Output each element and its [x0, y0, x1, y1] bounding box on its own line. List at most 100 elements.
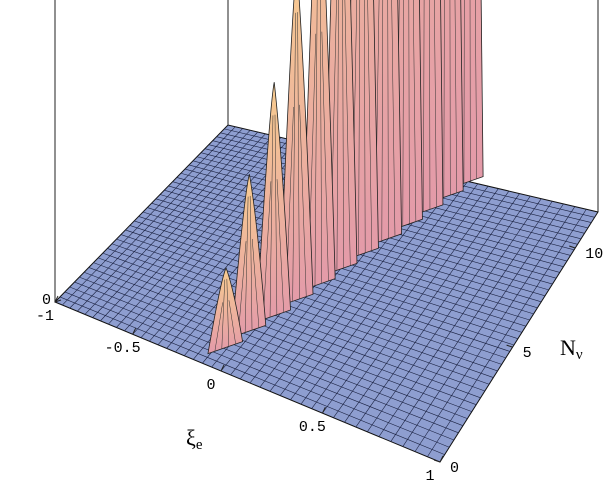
- mesh-line: [390, 201, 553, 442]
- peak-mesh: [299, 104, 307, 297]
- peak-mesh: [475, 0, 477, 179]
- x-tick-label: -1: [36, 308, 54, 325]
- peak-mesh: [269, 115, 274, 318]
- peak-mesh: [434, 0, 437, 208]
- mesh-line: [344, 190, 510, 423]
- x-tick: [321, 406, 326, 414]
- x-tick: [132, 328, 137, 335]
- peak-mesh: [391, 0, 396, 237]
- x-tick-label: 0: [207, 377, 216, 394]
- peak: [230, 174, 267, 338]
- peak-mesh: [367, 0, 373, 251]
- peak: [255, 82, 291, 323]
- mesh-line: [102, 252, 485, 392]
- mesh-line: [83, 271, 468, 419]
- x-axis-label: ξe: [186, 425, 203, 453]
- peak-mesh: [249, 195, 253, 331]
- x-tick-label: 1: [425, 468, 434, 485]
- mesh-line: [120, 234, 502, 365]
- peak-mesh: [358, 0, 361, 256]
- mesh-line: [333, 188, 499, 418]
- peak-mesh: [344, 0, 351, 266]
- peak-mesh: [387, 0, 389, 239]
- peak-mesh: [443, 0, 445, 198]
- y-tick: [506, 344, 513, 348]
- mesh-line: [92, 133, 266, 318]
- peak-mesh: [228, 300, 236, 345]
- mesh-line: [427, 209, 587, 457]
- y-tick-label: 0: [450, 460, 459, 477]
- x-tick: [439, 455, 444, 463]
- peak-mesh: [321, 31, 329, 281]
- mesh-line: [311, 183, 479, 409]
- y-axis-label: Nν: [560, 335, 583, 363]
- peaks: [207, 0, 484, 355]
- mesh-line: [69, 128, 243, 309]
- peak-mesh: [214, 302, 223, 352]
- peak-mesh: [292, 12, 296, 302]
- mesh-line: [134, 220, 515, 346]
- y-tick-label: 5: [523, 345, 532, 362]
- mesh-line: [93, 262, 477, 405]
- peak-mesh: [429, 0, 431, 210]
- mesh-line: [116, 139, 290, 328]
- peak-mesh: [336, 0, 339, 271]
- peak-mesh: [449, 0, 451, 196]
- peak: [278, 0, 314, 307]
- mesh-line: [74, 281, 459, 434]
- y-tick-label: 10: [585, 246, 603, 263]
- mesh-line: [84, 131, 259, 315]
- mesh-line: [402, 203, 564, 447]
- peak-mesh: [413, 0, 417, 222]
- peak-mesh: [408, 0, 410, 224]
- peak-mesh: [226, 278, 229, 347]
- mesh-line: [79, 276, 464, 426]
- mesh-line: [77, 130, 251, 312]
- peak-mesh: [221, 279, 226, 349]
- mesh-line: [129, 225, 510, 352]
- mesh-line: [64, 291, 450, 448]
- mesh-line: [378, 198, 542, 437]
- mesh-line: [100, 135, 274, 322]
- mesh-line: [355, 193, 520, 428]
- mesh-line: [111, 243, 494, 378]
- x-tick: [220, 364, 225, 372]
- mesh-line: [69, 286, 455, 441]
- mesh-line: [414, 206, 576, 452]
- y-tick: [569, 245, 576, 249]
- peak-mesh: [251, 238, 260, 328]
- mesh-line: [300, 181, 468, 405]
- mesh-line: [367, 195, 531, 432]
- peak-mesh: [238, 241, 247, 335]
- peak-mesh: [276, 179, 284, 313]
- mesh-line: [290, 178, 458, 401]
- mesh-line: [116, 238, 498, 372]
- peak-mesh: [364, 0, 366, 253]
- mesh-line: [322, 185, 489, 414]
- x-tick-label: -0.5: [105, 340, 141, 357]
- peak-mesh: [381, 0, 384, 241]
- peak-mesh: [297, 12, 300, 299]
- peak-mesh: [320, 0, 322, 284]
- mesh-line: [108, 137, 282, 325]
- mesh-line: [59, 296, 445, 455]
- peak-mesh: [454, 0, 457, 193]
- bounding-box: [54, 0, 599, 302]
- mesh-line: [125, 229, 506, 359]
- peak-mesh: [262, 181, 272, 320]
- peak-mesh: [314, 0, 318, 286]
- x-tick-label: 0.5: [299, 419, 326, 436]
- mesh-line: [62, 126, 236, 306]
- mesh-line: [88, 267, 472, 412]
- peak-mesh: [342, 0, 344, 268]
- peak-mesh: [402, 0, 404, 227]
- z-tick: [54, 299, 62, 303]
- mesh-line: [107, 248, 490, 385]
- peak-mesh: [274, 114, 278, 315]
- peak-mesh: [423, 0, 425, 212]
- y-tick: [433, 459, 441, 463]
- peak-mesh: [244, 196, 249, 333]
- z-tick-label: 0: [42, 292, 51, 309]
